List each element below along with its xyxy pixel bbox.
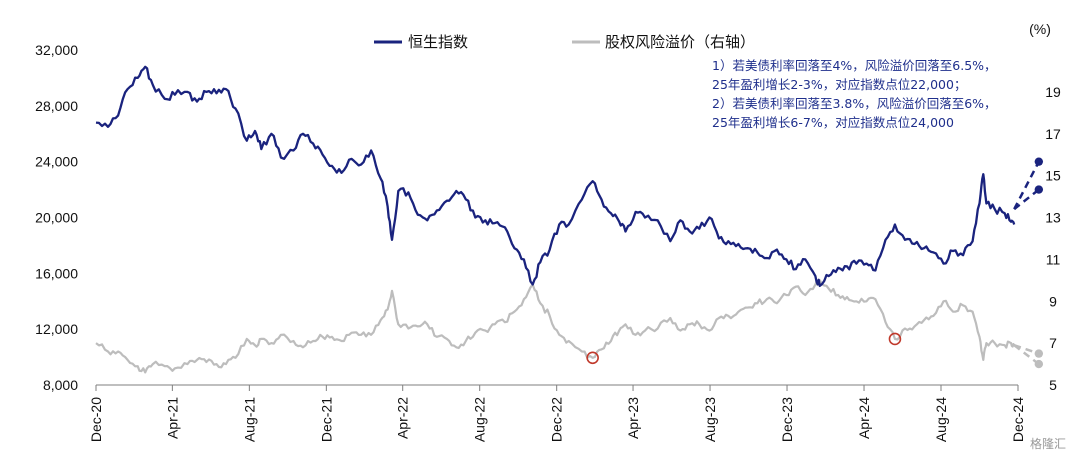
right-tick-label: 17 <box>1045 126 1061 142</box>
legend-label-hsi: 恒生指数 <box>408 33 468 51</box>
x-tick-label: Dec-24 <box>1010 397 1026 442</box>
erp-line <box>95 279 1016 374</box>
x-tick-label: Apr-22 <box>395 397 411 439</box>
x-tick-label: Apr-21 <box>164 397 180 439</box>
projection-line <box>1013 161 1040 210</box>
projection-endpoint <box>1034 349 1044 358</box>
left-tick-label: 8,000 <box>43 377 78 393</box>
right-tick-label: 5 <box>1049 377 1057 393</box>
right-tick-label: 19 <box>1045 84 1061 100</box>
x-tick-label: Aug-22 <box>472 397 488 442</box>
projection-line <box>1013 344 1040 366</box>
legend: 恒生指数 股权风险溢价（右轴） <box>374 33 755 51</box>
x-tick-label: Dec-23 <box>779 397 795 442</box>
watermark: 格隆汇 <box>1030 436 1066 451</box>
erp-low-marker <box>888 332 902 346</box>
x-tick-label: Aug-24 <box>933 397 949 442</box>
left-axis-ticks: 8,000 12,000 16,000 20,000 24,000 28,000 32,00… <box>35 42 78 393</box>
erp-low-marker <box>586 351 599 365</box>
right-tick-label: 7 <box>1049 335 1057 351</box>
right-axis-ticks: 5 7 9 11 13 15 17 19 <box>1045 84 1061 393</box>
legend-label-erp: 股权风险溢价（右轴） <box>605 33 755 51</box>
x-axis: Dec-20 Apr-21 Aug-21 Dec-21 Apr-22 Aug-22 Dec-… <box>88 384 1026 442</box>
projection-endpoint <box>1034 157 1044 166</box>
annotation-line-4: 25年盈利增长6-7%，对应指数点位24,000 <box>712 115 954 130</box>
x-tick-label: Dec-22 <box>549 397 565 442</box>
annotation-line-3: 2）若美债利率回落至3.8%，风险溢价回落至6%， <box>712 96 997 111</box>
projection-layer <box>1013 157 1044 369</box>
right-tick-label: 9 <box>1049 293 1057 309</box>
left-tick-label: 24,000 <box>35 154 78 170</box>
hsi-line <box>95 65 1016 288</box>
right-tick-label: 13 <box>1045 210 1061 226</box>
left-tick-label: 12,000 <box>35 321 78 337</box>
left-tick-label: 28,000 <box>35 98 78 114</box>
annotation-line-1: 1）若美债利率回落至4%，风险溢价回落至6.5%， <box>712 58 997 73</box>
left-tick-label: 16,000 <box>35 265 78 281</box>
right-axis-unit: (%) <box>1029 21 1051 37</box>
projection-line <box>1013 344 1040 355</box>
x-tick-label: Apr-24 <box>856 397 872 439</box>
x-tick-label: Apr-23 <box>625 397 641 439</box>
marker-layer <box>586 332 902 365</box>
projection-line <box>1013 188 1040 211</box>
left-tick-label: 20,000 <box>35 210 78 226</box>
annotation-line-2: 25年盈利增长2-3%，对应指数点位22,000； <box>712 77 966 92</box>
x-tick-label: Dec-21 <box>318 397 334 442</box>
left-tick-label: 32,000 <box>35 42 78 58</box>
right-tick-label: 15 <box>1045 168 1061 184</box>
x-tick-label: Aug-23 <box>702 397 718 442</box>
annotation-block: 1）若美债利率回落至4%，风险溢价回落至6.5%， 25年盈利增长2-3%，对应… <box>712 58 997 130</box>
right-tick-label: 11 <box>1046 251 1061 267</box>
projection-endpoint <box>1034 359 1044 369</box>
series-layer <box>95 65 1016 374</box>
x-tick-label: Aug-21 <box>241 397 257 442</box>
projection-endpoint <box>1034 185 1044 194</box>
x-tick-label: Dec-20 <box>88 397 104 442</box>
